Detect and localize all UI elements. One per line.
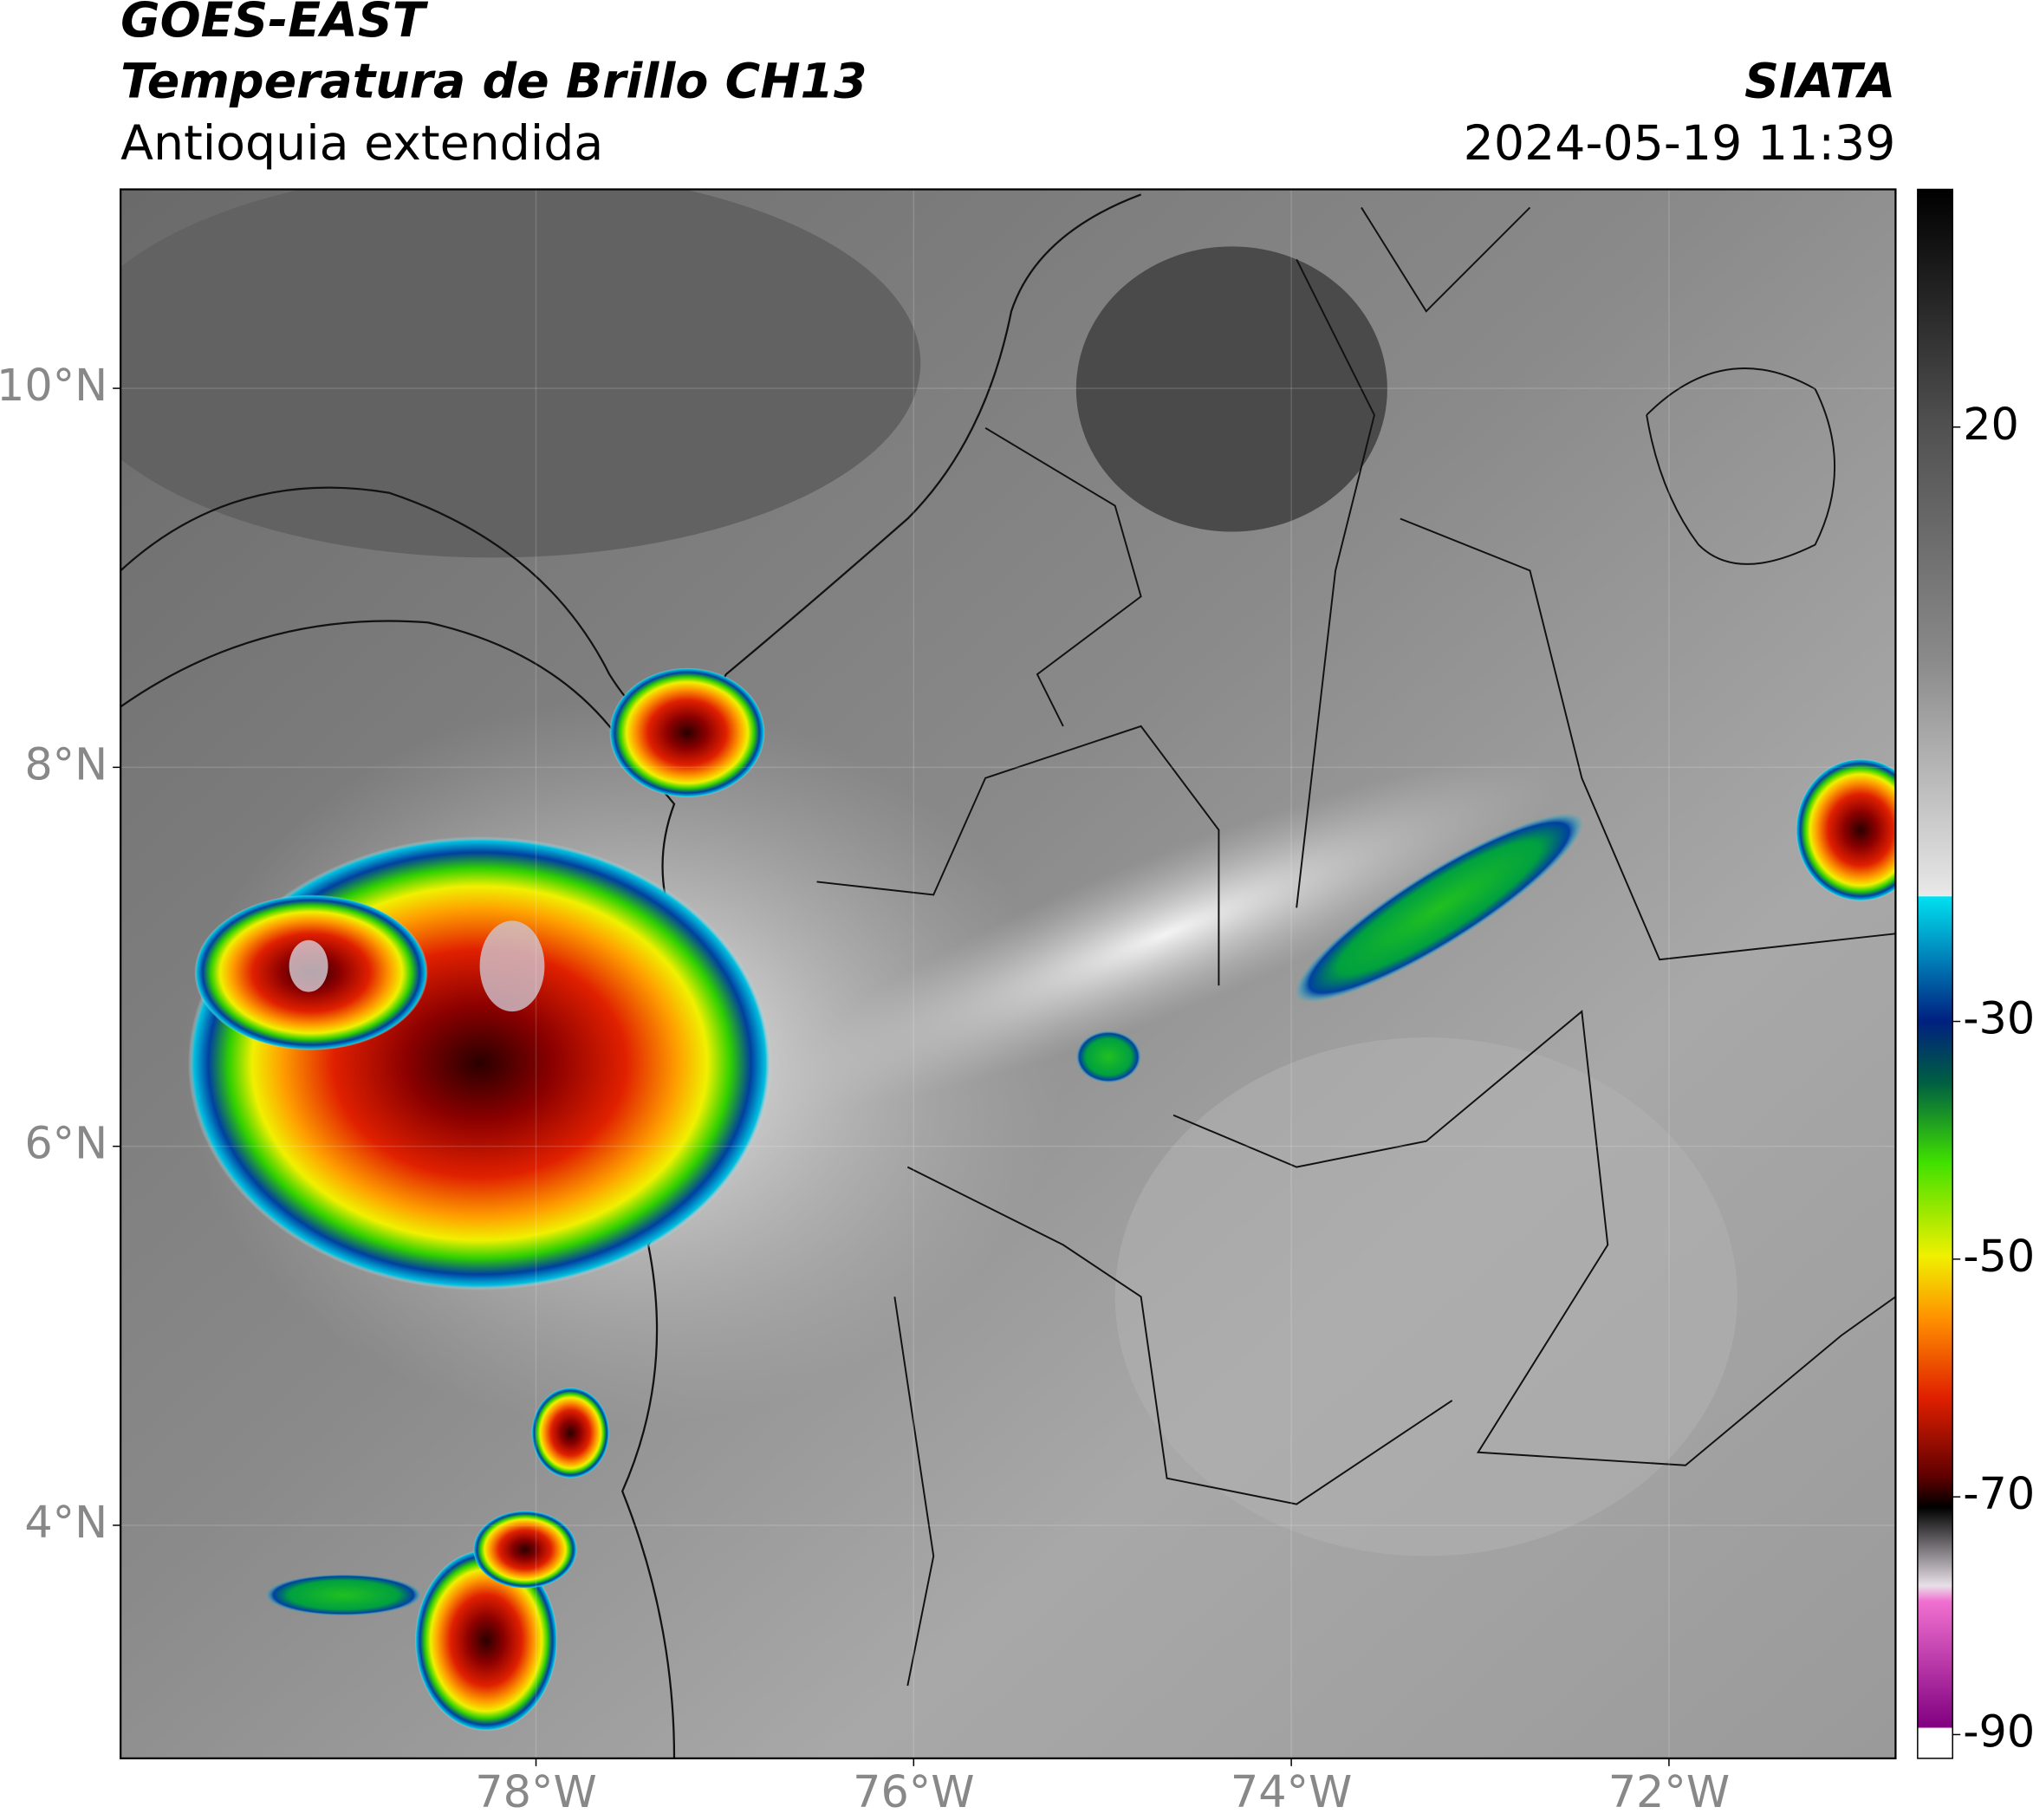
grid: [120, 189, 1896, 1758]
colorbar-tick-label: -70: [1963, 1468, 2033, 1519]
colorbar: [1917, 188, 1953, 1759]
satellite-image: [120, 189, 1896, 1758]
subtitle: Temperatura de Brillo CH13: [120, 54, 867, 109]
map-frame: [120, 188, 1897, 1759]
x-tick-label: 76°W: [853, 1766, 974, 1817]
y-tick-label: 10°N: [0, 360, 107, 411]
x-tick-label: 78°W: [475, 1766, 596, 1817]
y-tick-label: 4°N: [24, 1497, 107, 1548]
colorbar-tick-label: -30: [1963, 993, 2033, 1044]
colorbar-tick-label: -90: [1963, 1706, 2033, 1757]
colorbar-tick-label: -50: [1963, 1231, 2033, 1282]
title: GOES-EAST: [120, 0, 429, 49]
y-tick-label: 6°N: [24, 1118, 107, 1169]
source: SIATA: [1744, 54, 1895, 109]
y-tick-label: 8°N: [24, 738, 107, 790]
region: Antioquia extendida: [120, 116, 603, 172]
colorbar-tick-label: 20: [1963, 399, 2019, 450]
timestamp: 2024-05-19 11:39: [1464, 116, 1896, 172]
x-tick-label: 72°W: [1608, 1766, 1730, 1817]
x-tick-label: 74°W: [1231, 1766, 1352, 1817]
